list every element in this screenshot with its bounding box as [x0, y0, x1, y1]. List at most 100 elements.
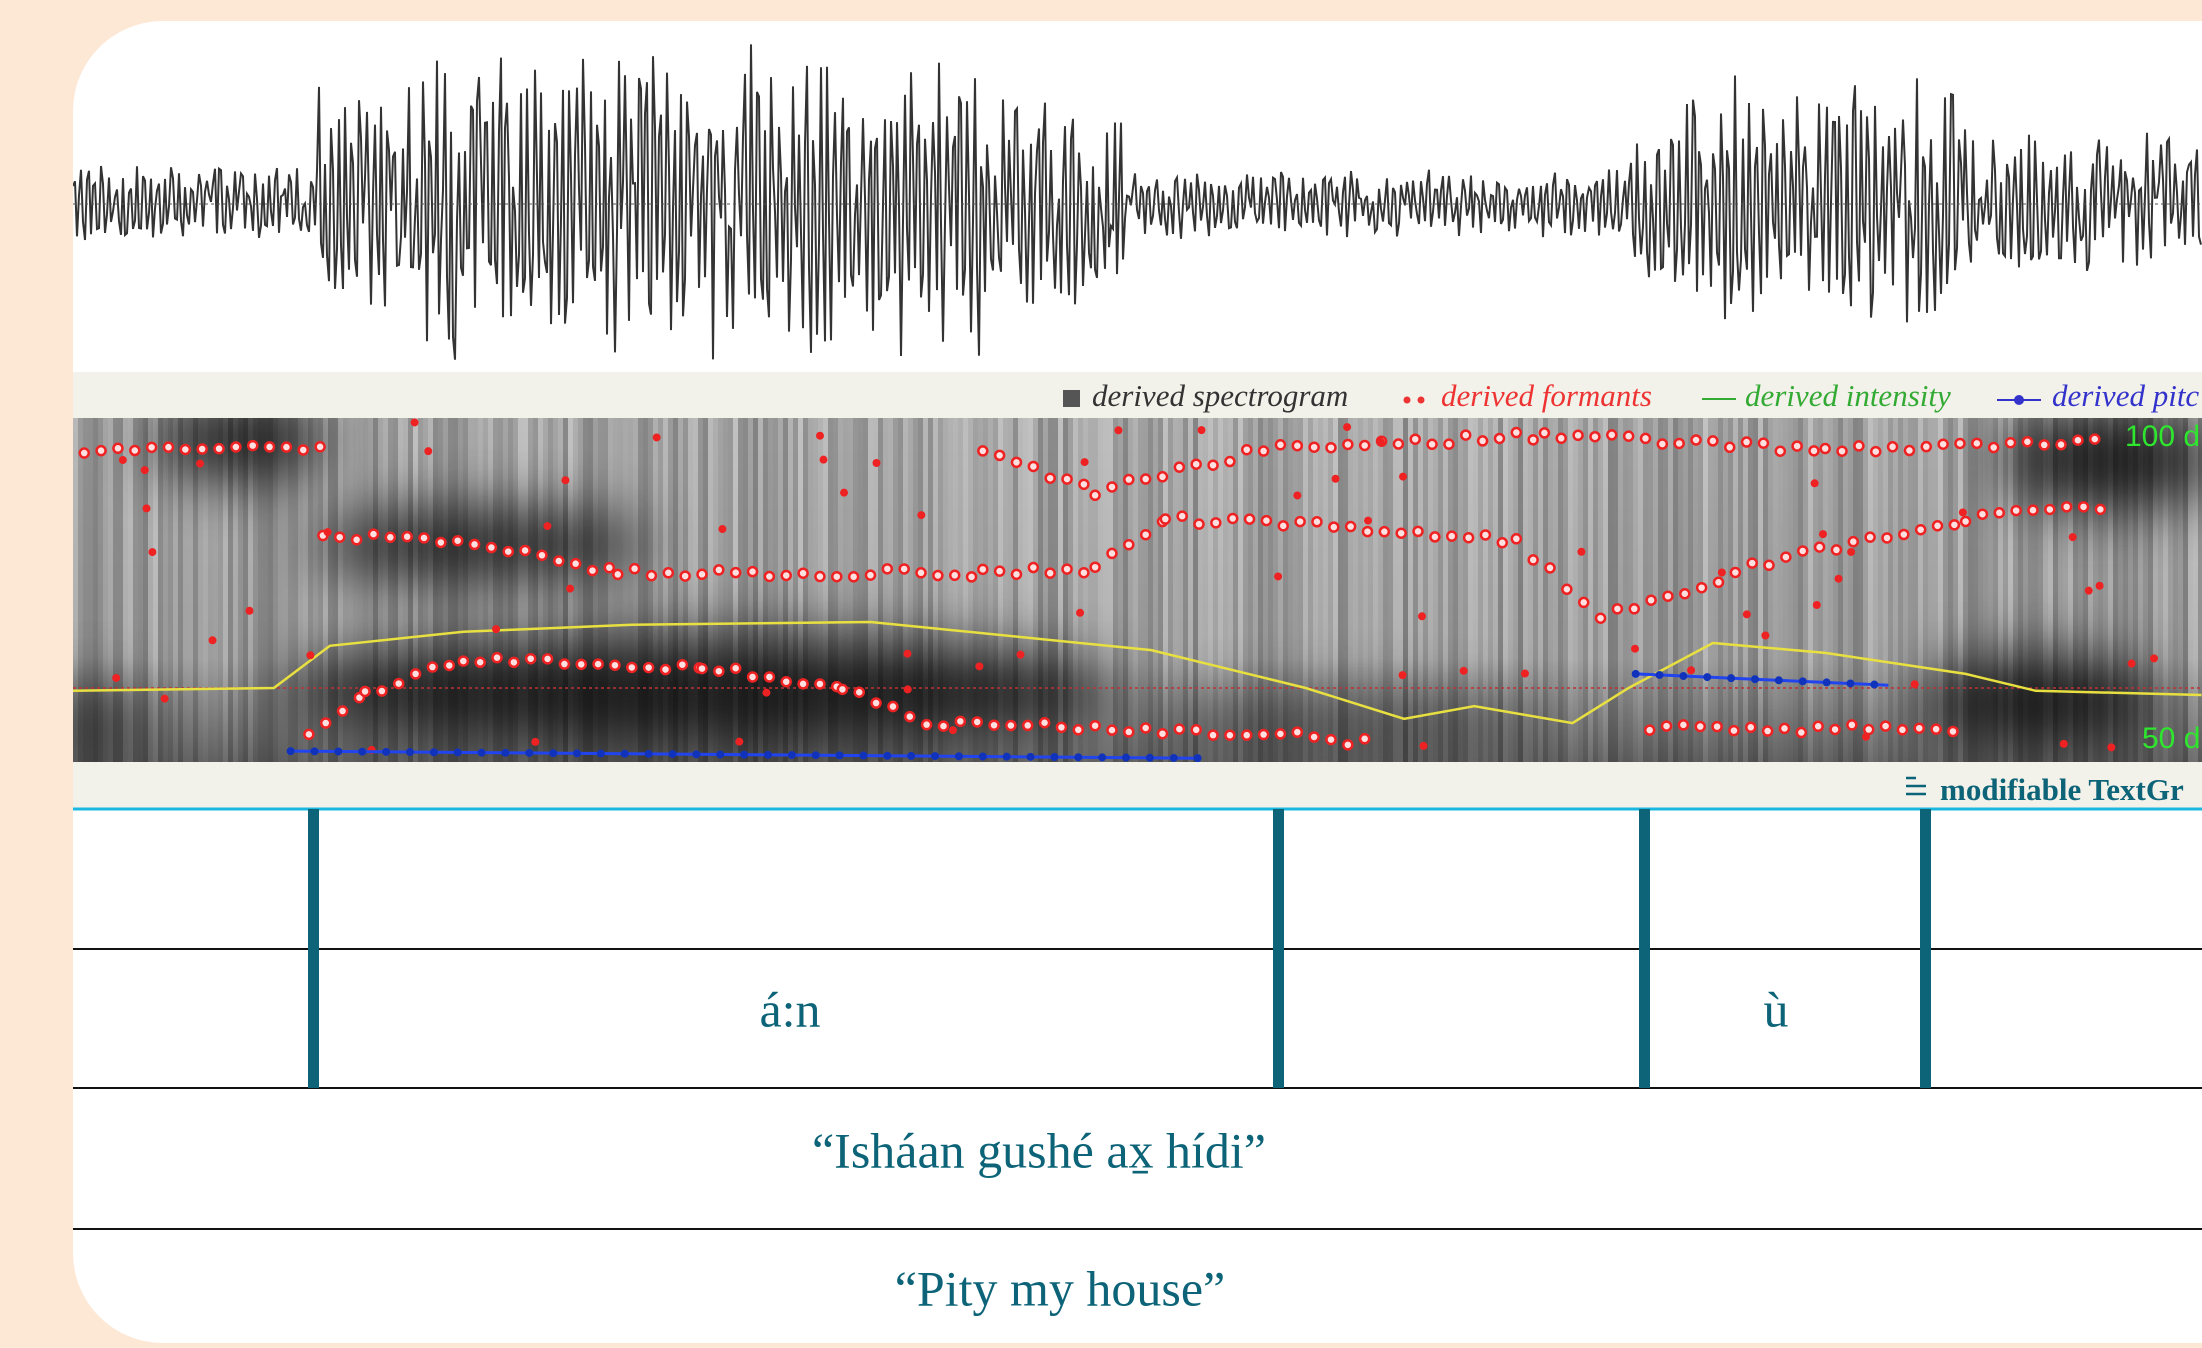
legend-bar: [73, 372, 2202, 418]
formant-dot: [1862, 732, 1871, 741]
formant-dot: [1207, 729, 1219, 741]
formant-dot: [1761, 725, 1774, 737]
formant-dot: [937, 720, 950, 732]
formant-dot: [1106, 547, 1118, 560]
formant-dot: [735, 737, 744, 746]
formant-dot: [718, 525, 727, 534]
formant-dot: [1123, 473, 1135, 486]
formant-dot: [1971, 437, 1983, 450]
formant-dot: [160, 694, 169, 703]
formant-dot: [1717, 568, 1726, 577]
formant-dot: [1123, 538, 1135, 551]
formant-dot: [1378, 525, 1391, 538]
formant-dot: [336, 705, 349, 717]
formant-dot: [1795, 726, 1808, 739]
formant-dot: [1123, 726, 1135, 738]
pitch-dot: [907, 751, 916, 760]
formant-dot: [424, 447, 433, 456]
formant-dot: [1662, 590, 1674, 602]
pitch-dot: [1679, 672, 1688, 681]
pitch-dot: [954, 752, 963, 761]
intensity-curve: [73, 620, 2202, 725]
formant-dot: [915, 567, 927, 579]
formant-dot: [814, 678, 826, 690]
formant-dot: [1910, 680, 1919, 689]
formant-dot: [1241, 443, 1253, 456]
pitch-dot: [811, 751, 820, 760]
textgrid-header: [73, 762, 2202, 809]
formant-dot: [1589, 430, 1601, 443]
pitch-dot: [787, 751, 796, 760]
formant-dot: [746, 671, 759, 683]
formant-dot: [652, 433, 661, 442]
pitch-dot: [1631, 669, 1640, 678]
formant-dot: [628, 562, 641, 575]
formant-dot: [1687, 666, 1696, 675]
formant-dot: [1176, 510, 1188, 522]
formant-dot: [1277, 520, 1290, 532]
formant-dot: [575, 658, 588, 671]
formant-dot: [1358, 733, 1371, 745]
formant-dot: [612, 568, 624, 581]
formant-dot: [1606, 429, 1618, 441]
formant-dot: [1746, 557, 1758, 569]
formant-dot: [1426, 438, 1438, 451]
formant-dot: [491, 651, 503, 664]
formant-dot: [1445, 530, 1458, 542]
formant-dot: [1106, 724, 1118, 736]
formant-dot: [797, 567, 809, 579]
formant-dot: [2127, 659, 2136, 668]
formant-dot: [418, 532, 430, 544]
formant-dot: [1622, 430, 1635, 442]
formant-dot: [401, 530, 413, 543]
formant-dot: [2027, 504, 2039, 516]
formant-dot: [1038, 716, 1051, 729]
formant-dot: [1395, 527, 1407, 539]
formant-dot: [729, 662, 742, 675]
pitch-dot: [477, 748, 486, 757]
formant-dot: [642, 661, 655, 674]
formant-dot: [1156, 727, 1169, 740]
card: derived spectrogram derived formants der…: [73, 21, 2202, 1343]
formant-dot: [1139, 473, 1152, 485]
formant-dot: [831, 570, 843, 583]
formant-dot: [553, 555, 565, 567]
formant-dot: [1818, 530, 1827, 539]
formant-dot: [2089, 433, 2101, 445]
formant-dot: [603, 561, 616, 574]
formant-dot: [1931, 520, 1944, 532]
formant-dot: [297, 444, 310, 456]
formant-dot: [1443, 438, 1455, 450]
formant-dot: [1577, 547, 1586, 556]
pitch-dot: [286, 747, 295, 756]
interval-label[interactable]: ù: [1764, 981, 1789, 1037]
pitch-dot: [1846, 679, 1855, 688]
formant-dot: [280, 441, 293, 453]
formant-dot: [1673, 437, 1685, 450]
formant-dot: [1643, 724, 1656, 736]
formant-dot: [319, 717, 332, 729]
interval-label[interactable]: á:n: [759, 981, 820, 1037]
formant-dot: [1139, 722, 1152, 734]
formant-dot: [1510, 426, 1523, 439]
formant-dot: [1078, 566, 1090, 579]
formant-dot: [971, 716, 983, 728]
formant-dot: [112, 673, 121, 682]
formant-dot: [1072, 724, 1085, 736]
formant-dot: [887, 700, 899, 713]
formant-dot: [1308, 731, 1320, 743]
formant-dot: [1690, 434, 1702, 446]
formant-dot: [1224, 729, 1236, 741]
formant-dot: [1594, 612, 1607, 624]
interval-label[interactable]: “Isháan gushé ax̱ hídi”: [812, 1122, 1266, 1178]
formant-dot: [904, 710, 916, 723]
formant-dot: [1291, 439, 1304, 452]
formant-dot: [1886, 441, 1899, 453]
formant-dot: [426, 661, 439, 673]
interval-label[interactable]: “Pity my house”: [895, 1260, 1226, 1316]
formant-dot: [1358, 439, 1371, 452]
formant-dot: [1819, 442, 1831, 455]
formant-dot: [1291, 726, 1304, 738]
formant-dot: [145, 441, 158, 454]
